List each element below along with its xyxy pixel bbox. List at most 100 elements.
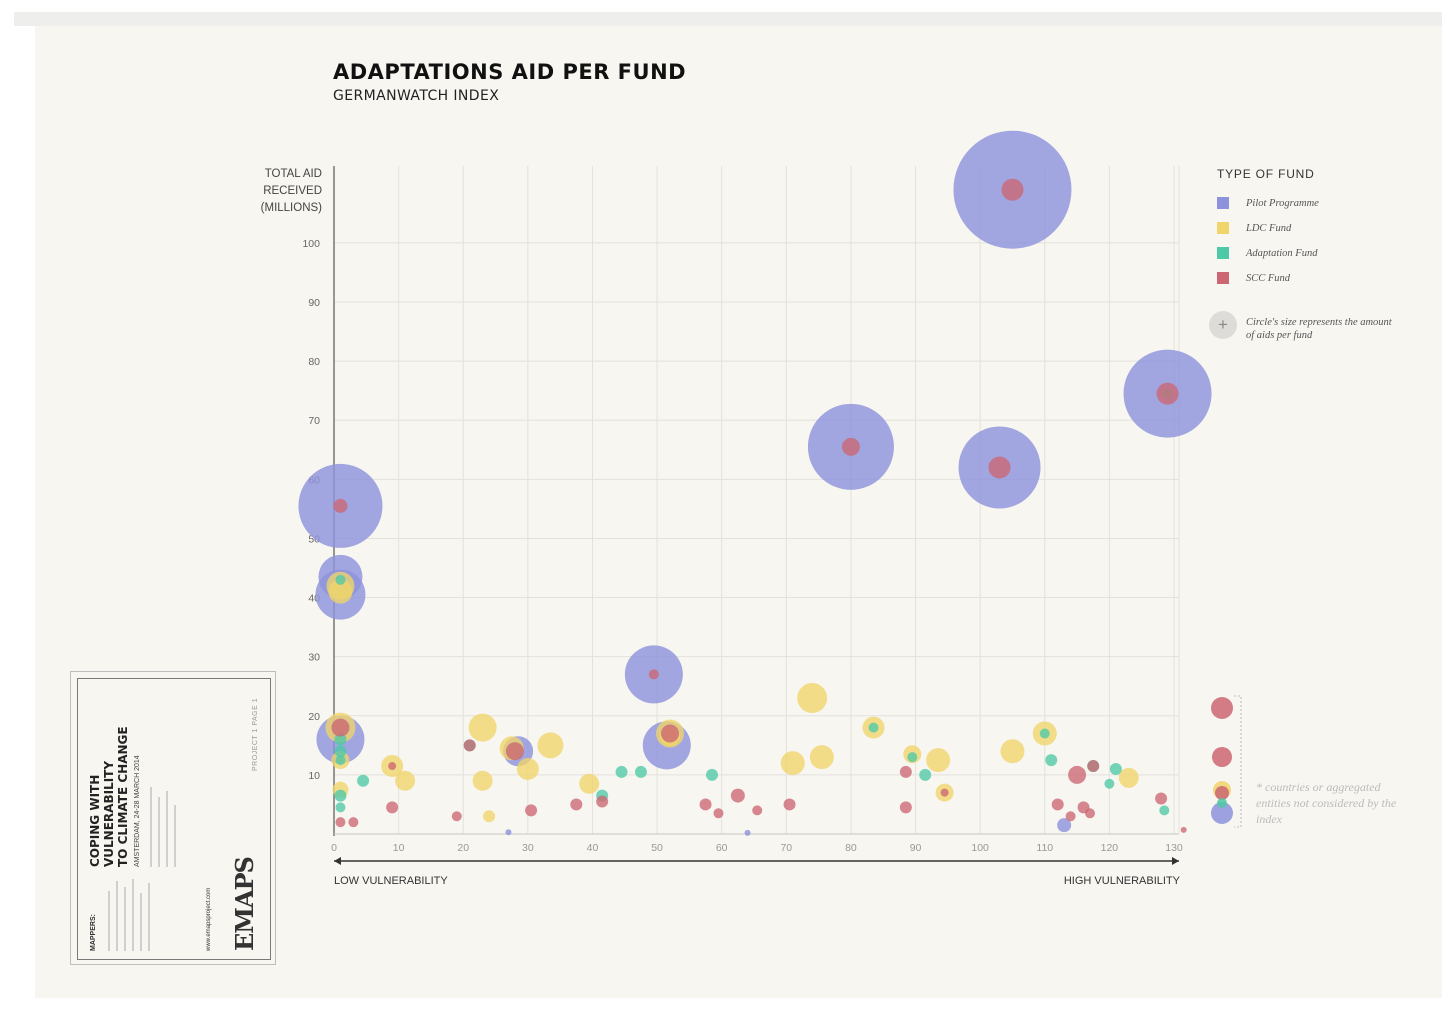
bubble-scc-fund (648, 669, 659, 680)
card-page-label: PROJECT 1 PAGE 1 (252, 697, 259, 771)
x-tick-label: 110 (1036, 842, 1053, 854)
bubble-ldc-fund (780, 751, 805, 776)
bubble-scc-fund (596, 795, 609, 808)
x-tick-label: 90 (910, 842, 922, 854)
bubble-scc-fund (713, 808, 724, 819)
bubble-scc-fund (661, 724, 679, 743)
bubble-ldc-fund (537, 732, 564, 759)
bubble-pilot-programme (1057, 818, 1072, 833)
bubble-ldc-fund (328, 579, 353, 604)
bubble-scc-fund (451, 811, 462, 822)
legend-label-adaptation: Adaptation Fund (1246, 247, 1318, 259)
bubble-scc-fund (1001, 178, 1024, 201)
unindexed-bubble (1215, 786, 1229, 800)
bubble-scc-fund (505, 742, 524, 761)
project-card: COPING WITH VULNERABILITY TO CLIMATE CHA… (70, 671, 276, 965)
bubble-scc-fund (570, 798, 583, 811)
bubble-ldc-fund (472, 770, 493, 791)
chart-title: ADAPTATIONS AID PER FUND (333, 60, 687, 84)
x-axis-label-low: LOW VULNERABILITY (334, 875, 448, 887)
bubble-adaptation-fund (335, 802, 346, 813)
bubble-scc-fund (940, 788, 949, 797)
y-axis-label: TOTAL AID RECEIVED (MILLIONS) (260, 168, 322, 214)
bubble-scc-fund (988, 456, 1011, 479)
bubble-scc-fund (333, 498, 348, 513)
bubble-adaptation-fund (706, 768, 718, 781)
y-tick-label: 40 (308, 593, 320, 605)
card-url: www.emapsproject.com (206, 887, 212, 951)
bubble-adaptation-fund (1109, 762, 1122, 775)
grid-lines (333, 166, 1180, 834)
bubble-adaptation-fund (868, 722, 879, 733)
x-tick-label: 70 (780, 842, 792, 854)
bubble-scc-fund (388, 762, 397, 771)
bubble-ldc-fund (483, 810, 496, 823)
bubble-ldc-fund (1118, 767, 1139, 788)
chart-subtitle: GERMANWATCH INDEX (333, 88, 500, 104)
bubble-adaptation-fund (357, 774, 370, 787)
bubble-ldc-fund (809, 745, 834, 770)
unindexed-bracket (1234, 695, 1242, 828)
bubble-scc-fund (899, 801, 912, 814)
x-axis-label-high: HIGH VULNERABILITY (1063, 875, 1180, 887)
bubble-scc-fund (899, 765, 912, 778)
bubble-scc-fund (1051, 798, 1064, 811)
legend-label-ldc: LDC Fund (1246, 222, 1292, 234)
bubble-adaptation-fund (334, 745, 347, 758)
bubble-scc-fund (1155, 792, 1168, 805)
bubble-scc-fund (783, 798, 796, 811)
emaps-logo: EMAPS (230, 857, 259, 951)
bubble-adaptation-fund (1045, 754, 1058, 767)
x-tick-label: 130 (1165, 842, 1183, 854)
vulnerability-arrow-right (1172, 857, 1179, 865)
bubble-scc-fund (752, 805, 763, 816)
legend-item-pilot: Pilot Programme (1217, 196, 1319, 210)
y-tick-label: 90 (308, 297, 320, 309)
legend-swatch-adaptation (1217, 247, 1229, 259)
bubble-adaptation-fund (1159, 805, 1170, 816)
bubble-pilot-programme (744, 829, 751, 836)
bubble-layer (298, 130, 1212, 836)
bubble-ldc-fund (468, 713, 497, 742)
bubble-pilot-programme (505, 829, 512, 836)
unindexed-bubbles (1211, 695, 1242, 828)
y-tick-label: 100 (302, 238, 320, 250)
x-tick-label: 60 (716, 842, 728, 854)
bubble-adaptation-fund (335, 755, 346, 766)
y-tick-label: 50 (308, 533, 320, 545)
bubble-scc-fund (699, 798, 712, 811)
bubble-adaptation-fund (334, 733, 347, 746)
bubble-scc-fund (463, 739, 476, 752)
plus-circle-icon: + (1209, 311, 1237, 339)
x-tick-label: 40 (587, 842, 599, 854)
card-heading: COPING WITH VULNERABILITY TO CLIMATE CHA… (88, 726, 130, 867)
legend-item-adaptation: Adaptation Fund (1217, 246, 1317, 260)
bubble-ldc-fund (395, 770, 416, 791)
bubble-scc-fund (335, 817, 346, 828)
bubble-scc-fund (348, 817, 359, 828)
bubble-scc-fund (1087, 760, 1100, 773)
bubble-adaptation-fund (907, 752, 918, 763)
legend-item-scc: SCC Fund (1217, 271, 1290, 285)
bubble-scc-fund (841, 437, 860, 456)
legend-label-scc: SCC Fund (1246, 272, 1291, 284)
bubble-ldc-fund (1000, 739, 1025, 764)
bubble-scc-fund (386, 801, 399, 814)
bubble-scc-fund (1085, 808, 1095, 819)
unindexed-footnote: * countries or aggregated entities not c… (1256, 780, 1397, 826)
x-tick-label: 20 (457, 842, 469, 854)
bubble-adaptation-fund (615, 765, 628, 778)
y-tick-label: 70 (308, 415, 320, 427)
card-date: AMSTERDAM, 24-28 MARCH 2014 (134, 755, 141, 867)
bubble-scc-fund (1065, 811, 1076, 822)
x-tick-label: 0 (331, 842, 337, 854)
legend-swatch-pilot (1217, 197, 1229, 209)
bubble-scc-fund (525, 804, 538, 817)
bubble-ldc-fund (926, 748, 951, 773)
top-bar (14, 12, 1442, 26)
bubble-ldc-fund (516, 757, 539, 780)
size-note: Circle's size represents the amount of a… (1246, 317, 1392, 341)
bubble-adaptation-fund (1104, 778, 1115, 789)
legend-item-ldc: LDC Fund (1217, 221, 1291, 235)
